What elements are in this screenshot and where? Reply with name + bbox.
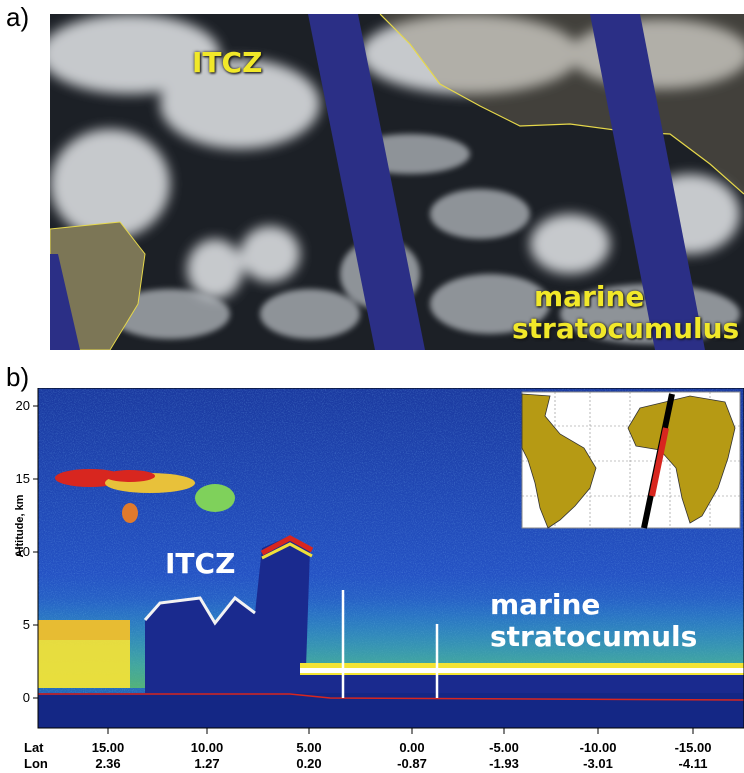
panel-a-itcz-label: ITCZ [192, 46, 263, 79]
x-tick-lat-3: 0.00 [399, 740, 425, 755]
panel-b-itcz-label: ITCZ [165, 547, 236, 580]
x-tick-lat-0: 15.00 [91, 740, 125, 755]
panel-a-marine-label: marine [534, 280, 645, 313]
inset-map [521, 391, 741, 529]
x-tick-lon-2: 0.20 [296, 756, 322, 771]
x-row-lon-label: Lon [24, 756, 48, 771]
x-tick-lon-3: -0.87 [397, 756, 427, 771]
y-tick-5: 5 [22, 617, 30, 632]
y-tick-0: 0 [22, 690, 30, 705]
y-tick-20: 20 [15, 398, 30, 413]
x-tick-lon-4: -1.93 [489, 756, 519, 771]
x-tick-lon-0: 2.36 [95, 756, 121, 771]
x-tick-lat-2: 5.00 [296, 740, 322, 755]
panel-b-marine-label: marine [490, 588, 601, 621]
x-row-lat-label: Lat [24, 740, 44, 755]
x-tick-lon-6: -4.11 [678, 756, 708, 771]
y-tick-10: 10 [15, 544, 30, 559]
lidar-curtain-plot [33, 388, 744, 734]
x-tick-lat-5: -10.00 [579, 740, 617, 755]
panel-b-label: b) [6, 362, 30, 392]
x-tick-lon-5: -3.01 [583, 756, 613, 771]
satellite-image [50, 14, 744, 350]
x-tick-lat-1: 10.00 [190, 740, 224, 755]
panel-a-stratocumulus-label: stratocumulus [512, 312, 740, 345]
x-tick-lat-4: -5.00 [489, 740, 519, 755]
panel-b-stratocumuls-label: stratocumuls [490, 620, 698, 653]
x-tick-lat-6: -15.00 [674, 740, 712, 755]
x-tick-lon-1: 1.27 [194, 756, 220, 771]
panel-a-label: a) [6, 2, 30, 32]
y-tick-15: 15 [15, 471, 30, 486]
